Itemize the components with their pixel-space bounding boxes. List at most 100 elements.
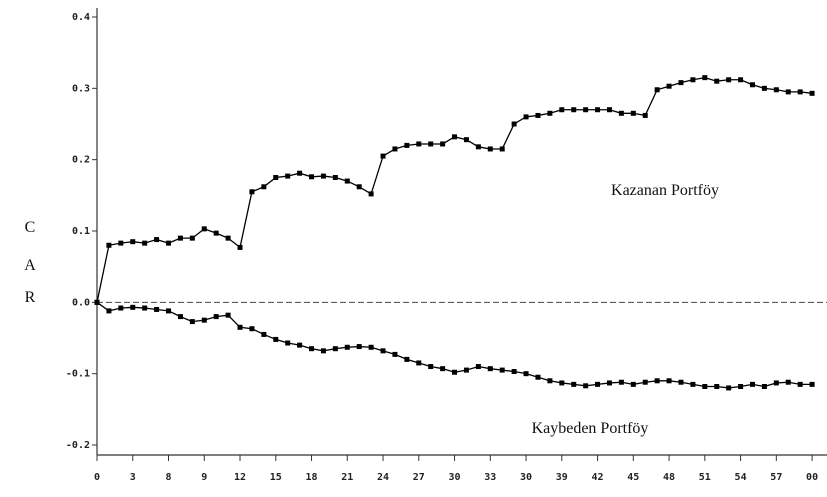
point-marker (130, 304, 136, 310)
point-marker (523, 114, 529, 120)
point-marker (559, 107, 565, 113)
point-marker (690, 381, 696, 387)
point-marker (392, 146, 398, 152)
point-marker (332, 175, 338, 180)
x-tick-label: 33 (484, 472, 496, 483)
point-marker (583, 107, 589, 113)
point-marker (547, 378, 553, 384)
point-marker (797, 381, 803, 387)
point-marker (547, 110, 553, 116)
point-marker (571, 381, 577, 387)
point-marker (487, 146, 493, 152)
point-marker (177, 235, 183, 241)
point-marker (189, 319, 195, 325)
point-marker (595, 107, 601, 113)
point-marker (797, 89, 803, 95)
point-marker (404, 142, 410, 148)
x-tick-label: 15 (270, 472, 282, 483)
point-marker (749, 381, 755, 387)
point-marker (678, 379, 684, 385)
x-tick-label: 8 (165, 472, 171, 483)
point-marker (773, 380, 779, 386)
point-marker (273, 336, 279, 342)
point-marker (309, 174, 315, 180)
point-marker (356, 184, 362, 190)
y-tick-label: -0.2 (66, 440, 90, 451)
point-marker (285, 340, 291, 346)
point-marker (452, 369, 458, 375)
point-marker (726, 385, 732, 391)
point-marker (106, 308, 112, 314)
point-marker (499, 367, 505, 373)
point-marker (761, 85, 767, 91)
point-marker (309, 346, 315, 352)
point-marker (761, 384, 767, 390)
x-tick-label: 39 (556, 472, 568, 483)
point-marker (714, 78, 720, 84)
point-marker (166, 240, 172, 246)
x-tick-label: 24 (377, 472, 389, 483)
point-marker (118, 240, 124, 246)
x-tick-label: 57 (770, 472, 782, 483)
point-marker (320, 348, 326, 354)
point-marker (571, 107, 577, 113)
point-marker (368, 191, 374, 197)
point-marker (166, 308, 172, 314)
point-marker (702, 75, 708, 81)
y-tick-label: 0.1 (72, 226, 90, 237)
y-label-letter: C (25, 219, 36, 236)
point-marker (666, 83, 672, 89)
point-marker (213, 230, 219, 236)
point-marker (452, 134, 458, 140)
x-tick-label: 42 (592, 472, 604, 483)
point-marker (237, 244, 243, 250)
point-marker (380, 348, 386, 354)
series-line (96, 301, 813, 389)
point-marker (189, 235, 195, 241)
point-marker (225, 312, 231, 318)
point-marker (154, 237, 160, 243)
point-marker (702, 384, 708, 390)
x-tick-label: 48 (663, 472, 675, 483)
point-marker (344, 344, 350, 350)
point-marker (356, 344, 362, 350)
point-marker (511, 121, 517, 127)
point-marker (714, 384, 720, 390)
y-tick-label: 0.2 (72, 155, 90, 166)
point-marker (332, 346, 338, 352)
point-marker (523, 371, 529, 377)
point-marker (261, 331, 267, 337)
point-marker (630, 110, 636, 116)
point-marker (463, 137, 469, 143)
x-tick-label: 54 (735, 472, 747, 483)
x-tick-label: 30 (520, 472, 532, 483)
x-tick-label: 9 (201, 472, 207, 483)
point-marker (285, 173, 291, 179)
x-tick-label: 21 (341, 472, 353, 483)
point-marker (416, 141, 422, 147)
point-marker (177, 314, 183, 320)
point-marker (535, 374, 541, 380)
x-tick-label: 0 (94, 472, 100, 483)
point-marker (749, 82, 755, 88)
point-marker (249, 189, 255, 195)
point-marker (225, 235, 231, 241)
point-marker (738, 384, 744, 390)
x-tick-label: 18 (306, 472, 318, 483)
x-tick-label: 00 (806, 472, 818, 483)
x-tick-label: 12 (234, 472, 246, 483)
point-marker (654, 87, 660, 93)
point-marker (642, 379, 648, 385)
annotation: Kaybeden Portföy (532, 420, 649, 437)
x-tick-label: 27 (413, 472, 425, 483)
point-marker (511, 369, 517, 375)
x-tick-label: 3 (130, 472, 136, 483)
point-marker (213, 314, 219, 320)
point-marker (559, 380, 565, 386)
point-marker (154, 306, 160, 312)
point-marker (595, 381, 601, 387)
x-tick-label: 45 (627, 472, 639, 483)
y-label-letter: A (24, 257, 36, 274)
